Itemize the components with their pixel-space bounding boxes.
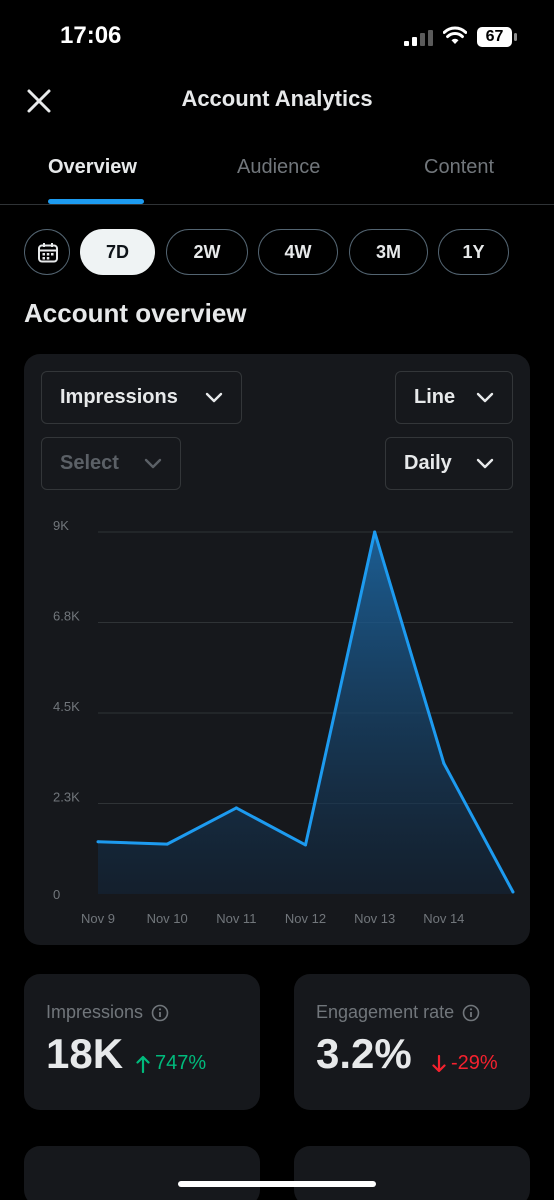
interval-label: Daily (404, 452, 452, 474)
status-bar: 17:06 67 (0, 0, 554, 74)
tab-content[interactable]: Content (424, 156, 495, 178)
arrow-down-icon (432, 1054, 446, 1072)
impressions-area (98, 532, 513, 894)
battery-icon: 67 (476, 26, 518, 48)
status-time: 17:06 (60, 22, 122, 49)
info-icon[interactable] (151, 1004, 169, 1022)
chart-type-label: Line (414, 386, 456, 408)
y-tick-label: 0 (53, 887, 60, 902)
metric-dropdown-label: Impressions (60, 386, 178, 408)
data-point (165, 842, 169, 846)
stat-label-text: Engagement rate (316, 1002, 455, 1022)
tab-audience[interactable]: Audience (237, 156, 321, 178)
tab-bar: Overview Audience Content (0, 140, 554, 205)
stat-card-partial (24, 1146, 260, 1200)
y-tick-label: 4.5K (53, 699, 80, 714)
x-tick-label: Nov 10 (147, 911, 188, 926)
chevron-down-icon (476, 392, 494, 403)
section-title: Account overview (24, 298, 247, 328)
active-tab-indicator (48, 199, 144, 204)
close-button[interactable] (22, 84, 56, 118)
tab-overview[interactable]: Overview (48, 156, 137, 178)
close-icon (27, 89, 51, 113)
stat-change-value: -29% (451, 1052, 498, 1074)
info-icon[interactable] (462, 1004, 480, 1022)
data-point (96, 840, 100, 844)
y-tick-label: 9K (53, 518, 69, 533)
stat-label: Impressions (46, 1002, 169, 1023)
compare-dropdown-label: Select (60, 452, 119, 474)
chevron-down-icon (144, 458, 162, 469)
impressions-stat-card[interactable]: Impressions 18K 747% (24, 974, 260, 1110)
range-2w-button[interactable]: 2W (166, 229, 248, 275)
calendar-icon (38, 243, 58, 263)
compare-dropdown[interactable]: Select (41, 437, 181, 490)
x-tick-label: Nov 9 (81, 911, 115, 926)
data-point (304, 843, 307, 847)
stat-card-partial (294, 1146, 530, 1200)
chevron-down-icon (476, 458, 494, 469)
range-3m-button[interactable]: 3M (349, 229, 428, 275)
data-point (234, 806, 238, 810)
cellular-signal-icon (404, 30, 433, 46)
y-tick-label: 6.8K (53, 609, 80, 624)
stat-change: 747% (136, 1052, 206, 1075)
stat-value: 18K (46, 1030, 124, 1077)
chart-card: Impressions Line Select Daily 0 2.3K 4.5K 6… (24, 354, 530, 945)
calendar-button[interactable] (24, 229, 70, 275)
arrow-up-icon (136, 1055, 150, 1073)
stat-label: Engagement rate (316, 1002, 480, 1023)
engagement-rate-stat-card[interactable]: Engagement rate 3.2% -29% (294, 974, 530, 1110)
data-point (511, 890, 515, 894)
interval-dropdown[interactable]: Daily (385, 437, 513, 490)
wifi-icon (443, 26, 467, 44)
y-tick-label: 2.3K (53, 790, 80, 805)
chart-type-dropdown[interactable]: Line (395, 371, 513, 424)
stat-change: -29% (432, 1052, 498, 1075)
x-tick-label: Nov 14 (423, 911, 464, 926)
x-tick-label: Nov 12 (285, 911, 326, 926)
stat-change-value: 747% (155, 1052, 207, 1074)
date-range-selector: 7D 2W 4W 3M 1Y (0, 229, 554, 275)
chevron-down-icon (205, 392, 223, 403)
data-point (442, 761, 446, 765)
range-7d-button[interactable]: 7D (80, 229, 155, 275)
range-1y-button[interactable]: 1Y (438, 229, 509, 275)
impressions-chart: 0 2.3K 4.5K 6.8K 9K Nov 9 Nov 10 Nov 11 Nov 12 No… (53, 518, 515, 926)
range-4w-button[interactable]: 4W (258, 229, 338, 275)
x-tick-label: Nov 13 (354, 911, 395, 926)
x-tick-label: Nov 11 (216, 911, 256, 926)
stat-label-text: Impressions (46, 1002, 144, 1022)
metric-dropdown[interactable]: Impressions (41, 371, 242, 424)
home-indicator (178, 1181, 376, 1187)
page-title: Account Analytics (181, 86, 373, 111)
data-point (373, 530, 377, 534)
nav-header: Account Analytics (0, 74, 554, 126)
stat-value: 3.2% (316, 1030, 412, 1077)
battery-level: 67 (485, 28, 504, 45)
